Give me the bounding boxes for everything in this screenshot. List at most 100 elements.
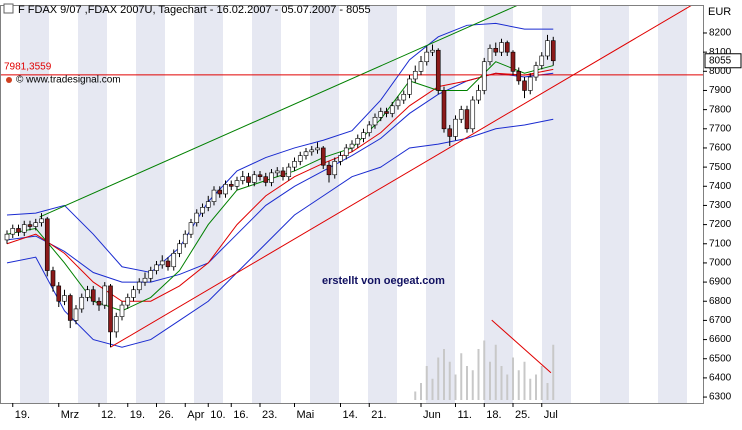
y-tick-label: 7000 bbox=[709, 258, 732, 269]
volume-bar bbox=[552, 344, 555, 400]
y-tick-label: 7800 bbox=[709, 104, 732, 115]
candle-body bbox=[533, 65, 539, 78]
volume-bar bbox=[420, 383, 422, 400]
volume-bar bbox=[443, 349, 445, 400]
candle-body bbox=[4, 233, 10, 241]
x-tick-label: Mrz bbox=[61, 409, 79, 421]
candle-body bbox=[125, 297, 131, 306]
candle-body bbox=[366, 124, 372, 133]
candle-body bbox=[378, 111, 384, 118]
volume-bar bbox=[512, 357, 514, 400]
candle-body bbox=[171, 253, 177, 268]
candle-body bbox=[21, 224, 27, 233]
candle-body bbox=[476, 90, 481, 101]
candle-body bbox=[67, 295, 73, 321]
candle-body bbox=[435, 49, 441, 91]
x-tick-label: 19. bbox=[130, 409, 145, 421]
candle-body bbox=[372, 116, 378, 126]
candle-body bbox=[136, 281, 142, 291]
volume-bar bbox=[517, 370, 520, 400]
candle-body bbox=[223, 184, 228, 195]
candle-body bbox=[263, 176, 269, 183]
candle-body bbox=[522, 80, 527, 91]
y-tick-label: 7400 bbox=[709, 181, 732, 192]
week-stripe bbox=[78, 5, 107, 403]
candle-body bbox=[240, 176, 246, 181]
y-tick-label: 6900 bbox=[709, 277, 732, 288]
candle-body bbox=[56, 285, 62, 302]
volume-bar bbox=[489, 361, 491, 400]
menu-icon[interactable] bbox=[3, 3, 14, 14]
candle-body bbox=[102, 285, 108, 306]
volume-bar bbox=[466, 366, 468, 400]
source-icon bbox=[6, 77, 12, 83]
overlay-line bbox=[39, 5, 520, 218]
candle-body bbox=[309, 149, 315, 153]
week-stripe bbox=[484, 5, 513, 403]
y-tick-label: 6700 bbox=[709, 315, 732, 326]
candle-body bbox=[62, 295, 67, 302]
candle-body bbox=[516, 71, 522, 82]
candle-body bbox=[194, 212, 200, 223]
week-stripe bbox=[136, 5, 165, 403]
candle-body bbox=[44, 218, 50, 271]
volume-bar bbox=[483, 340, 486, 400]
candle-body bbox=[297, 155, 303, 162]
volume-bar bbox=[431, 378, 434, 400]
volume-bar bbox=[523, 361, 526, 400]
overlay-line bbox=[6, 22, 554, 274]
week-stripe bbox=[658, 5, 687, 403]
candle-body bbox=[470, 99, 476, 130]
volume-trend bbox=[491, 319, 552, 374]
source: © www.tradesignal.com bbox=[16, 75, 121, 86]
x-tick-label: 19. bbox=[15, 409, 30, 421]
candle-body bbox=[10, 228, 16, 235]
volume-bar bbox=[460, 353, 463, 400]
candle-body bbox=[453, 118, 458, 137]
x-tick-label: 12. bbox=[101, 409, 116, 421]
volume-bar bbox=[494, 344, 497, 400]
volume-bar bbox=[448, 361, 451, 400]
y-tick-label: 7100 bbox=[709, 238, 732, 249]
candle-body bbox=[108, 285, 113, 333]
candle-body bbox=[458, 109, 464, 120]
overlay-line bbox=[6, 72, 554, 283]
candle-body bbox=[430, 49, 435, 53]
horizontal-line-label: 7981,3559 bbox=[4, 62, 52, 73]
candle-body bbox=[504, 42, 510, 53]
y-tick-label: 7600 bbox=[709, 143, 732, 154]
week-stripe bbox=[368, 5, 397, 403]
candle-body bbox=[487, 48, 493, 63]
y-tick-label: 6600 bbox=[709, 334, 732, 345]
x-tick-label: 26. bbox=[159, 409, 174, 421]
candle-body bbox=[349, 143, 355, 149]
chart-title: F FDAX 9/07 ,FDAX 2007U, Tagechart - 16.… bbox=[18, 4, 371, 16]
x-tick-label: Mai bbox=[297, 409, 315, 421]
candle-body bbox=[343, 147, 349, 156]
overlay-line bbox=[6, 68, 554, 302]
candle-body bbox=[326, 164, 332, 176]
y-tick-label: 7900 bbox=[709, 85, 732, 96]
candle-body bbox=[39, 218, 44, 223]
candle-body bbox=[447, 128, 453, 137]
candle-body bbox=[424, 51, 430, 63]
x-tick-label: 25. bbox=[515, 409, 530, 421]
candle-body bbox=[361, 132, 366, 139]
candle-body bbox=[251, 174, 257, 183]
candle-body bbox=[79, 297, 85, 310]
last-price-label: 8055 bbox=[709, 55, 732, 66]
candle-body bbox=[355, 138, 361, 145]
candle-body bbox=[499, 42, 504, 53]
candle-body bbox=[527, 76, 533, 91]
candle-body bbox=[545, 40, 550, 57]
volume-bar bbox=[506, 374, 509, 400]
candle-body bbox=[418, 61, 424, 72]
candle-body bbox=[159, 260, 165, 266]
candle-body bbox=[286, 166, 292, 177]
candle-body bbox=[493, 48, 499, 53]
candle-body bbox=[407, 78, 412, 95]
candle-body bbox=[33, 222, 39, 227]
candle-body bbox=[211, 189, 217, 202]
axes: 8200 8100 8000 7900 7800 7700 7600 7500 7400 7300… bbox=[12, 28, 742, 421]
